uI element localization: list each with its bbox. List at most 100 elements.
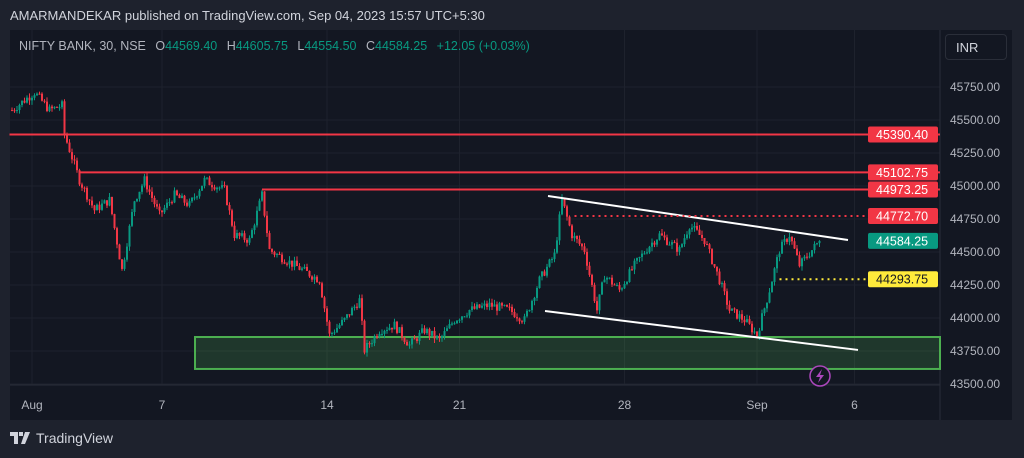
tradingview-logo[interactable]: TradingView <box>10 430 113 446</box>
time-tick-label: 6 <box>851 398 858 412</box>
candle-body <box>811 250 813 257</box>
candle-body <box>671 242 673 245</box>
candle-body <box>478 304 481 308</box>
candle-body <box>718 271 721 285</box>
candle-body <box>486 303 488 308</box>
candle-body <box>651 242 653 247</box>
candle-body <box>496 304 498 311</box>
candle-body <box>48 106 51 112</box>
candle-body <box>511 306 513 312</box>
candle-body <box>153 197 156 205</box>
candle-body <box>261 191 263 201</box>
candle-body <box>498 303 501 311</box>
candle-body <box>703 237 706 245</box>
candle-body <box>773 268 776 282</box>
candle-body <box>51 106 53 109</box>
candle-body <box>678 247 681 252</box>
candle-body <box>723 283 726 292</box>
candle-body <box>758 330 761 337</box>
candle-body <box>453 323 456 325</box>
candle-body <box>98 204 101 210</box>
price-level-label: 44973.25 <box>876 183 928 197</box>
candle-body <box>86 187 88 200</box>
candle-body <box>593 284 596 302</box>
candle-body <box>693 225 696 228</box>
candle-body <box>28 97 31 101</box>
candle-body <box>598 294 601 311</box>
candle-body <box>296 260 298 267</box>
high-label: H <box>226 39 236 53</box>
price-level-label-bg <box>868 164 938 181</box>
candle-body <box>431 330 433 336</box>
currency-button[interactable]: INR <box>945 34 1007 60</box>
close-value: 44584.25 <box>375 39 428 53</box>
candle-body <box>468 309 471 316</box>
candle-body <box>553 252 556 260</box>
candle-body <box>543 271 546 276</box>
candle-body <box>173 190 176 203</box>
lightning-icon[interactable] <box>809 365 831 387</box>
chart-area[interactable] <box>10 30 1012 420</box>
price-tick-label: 44250.00 <box>950 278 1000 292</box>
candle-body <box>176 190 178 196</box>
candle-body <box>611 277 613 285</box>
candle-body <box>373 335 376 344</box>
candle-body <box>208 177 211 186</box>
candle-body <box>116 228 118 245</box>
symbol-label[interactable]: NIFTY BANK, 30, NSE <box>19 39 146 53</box>
candle-body <box>448 324 451 329</box>
candle-body <box>206 177 208 179</box>
price-level-label-bg <box>868 126 938 143</box>
candle-body <box>101 203 103 210</box>
candle-body <box>753 331 756 333</box>
candle-body <box>806 256 808 258</box>
candle-body <box>446 328 448 332</box>
candle-body <box>538 276 541 288</box>
candle-body <box>771 281 773 293</box>
price-tick-label: 43500.00 <box>950 377 1000 391</box>
price-level-label: 44293.75 <box>876 273 928 287</box>
candle-body <box>88 199 91 201</box>
candle-body <box>138 191 141 199</box>
candle-body <box>258 200 261 211</box>
candle-body <box>698 229 701 235</box>
candle-body <box>551 259 553 261</box>
candle-body <box>73 159 76 161</box>
time-tick-label: 21 <box>453 398 467 412</box>
candle-body <box>481 305 483 308</box>
candle-body <box>198 190 201 197</box>
candle-body <box>353 306 356 308</box>
candle-body <box>223 185 226 187</box>
candle-body <box>141 185 143 192</box>
candle-body <box>413 338 416 340</box>
candle-body <box>506 304 508 307</box>
candle-body <box>716 266 718 272</box>
candle-body <box>516 317 518 319</box>
brand-name: TradingView <box>36 430 114 446</box>
candle-body <box>16 110 18 112</box>
candle-body <box>436 335 438 339</box>
trendline <box>544 310 859 351</box>
candle-body <box>426 329 428 334</box>
candle-body <box>178 195 181 199</box>
price-level-label: 44772.70 <box>876 210 928 224</box>
candle-body <box>156 204 158 207</box>
candle-body <box>443 331 446 337</box>
candle-body <box>21 100 23 105</box>
candle-body <box>706 244 708 246</box>
candle-body <box>438 335 441 339</box>
candle-body <box>603 279 606 283</box>
candle-body <box>688 229 691 235</box>
candle-body <box>298 266 301 270</box>
candle-body <box>81 184 83 188</box>
candle-body <box>263 191 266 216</box>
candle-body <box>626 281 628 284</box>
candle-body <box>56 106 58 108</box>
candle-body <box>121 259 123 269</box>
candle-body <box>533 297 536 301</box>
candle-body <box>278 253 281 255</box>
candle-body <box>513 311 516 318</box>
candle-body <box>343 317 346 320</box>
candle-body <box>401 327 403 338</box>
